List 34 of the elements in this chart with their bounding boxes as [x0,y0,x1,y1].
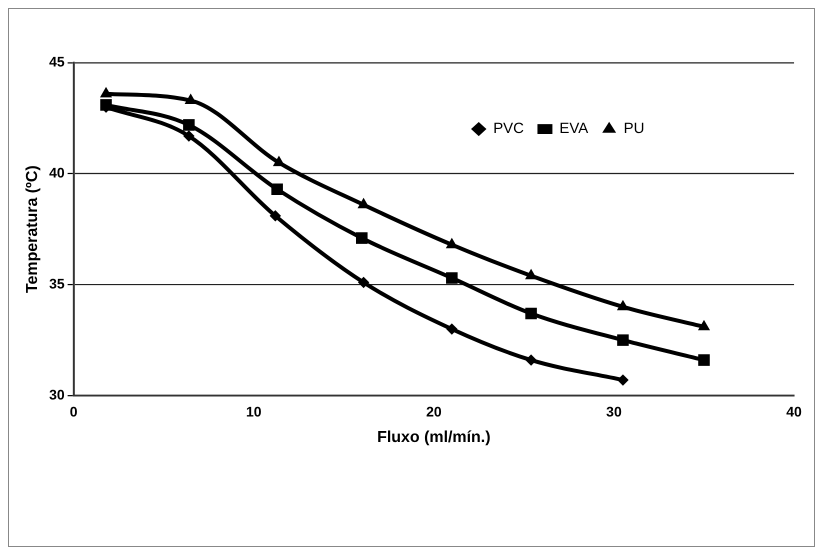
y-tick-label: 30 [49,386,65,402]
x-tick-label: 10 [246,404,262,420]
point [100,87,112,98]
y-tick-label: 40 [49,164,65,181]
point [698,354,710,366]
point [358,276,370,288]
point [526,354,537,366]
point [183,130,194,142]
y-tick-label: 35 [49,275,65,292]
point [446,324,458,334]
legend-label: EVA [559,120,588,138]
point [617,374,628,386]
point [273,156,285,166]
point [617,334,629,346]
point [185,94,196,104]
point [698,320,710,330]
point [358,198,370,208]
y-tick-label: 45 [49,54,65,70]
point [356,232,368,244]
legend-label: PU [624,120,644,138]
point [183,119,195,131]
x-tick-label: 0 [70,404,78,420]
point [271,183,283,196]
x-axis-title: Fluxo (ml/mín.) [377,429,491,446]
legend-label: PVC [493,120,524,138]
point [525,269,537,280]
x-tick-label: 20 [426,404,442,420]
x-tick-label: 30 [606,404,622,420]
x-tick-label: 40 [786,404,802,420]
point [446,272,458,284]
point [270,210,281,222]
point [617,300,629,310]
y-axis-title: Temperatura (ºC) [24,165,41,294]
point [525,308,537,320]
